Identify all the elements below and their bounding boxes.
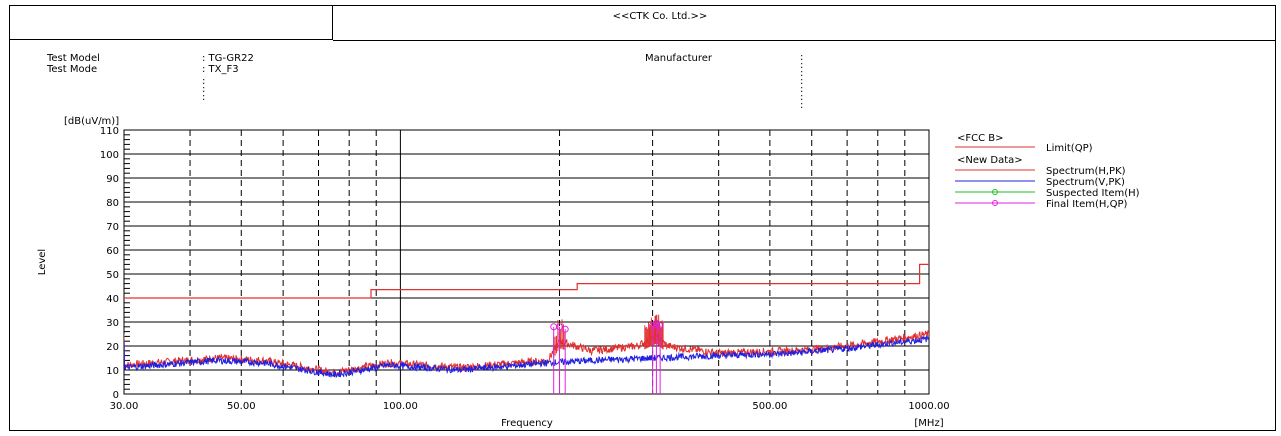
manufacturer-value: ::::::: bbox=[800, 52, 804, 111]
info-dots-left: ::: bbox=[202, 76, 206, 103]
legend-marker bbox=[992, 189, 998, 195]
y-tick-label: 90 bbox=[106, 174, 119, 185]
header-logo-box bbox=[9, 5, 333, 40]
header-divider bbox=[333, 40, 1276, 41]
x-tick-label: 100.00 bbox=[383, 401, 418, 412]
final-item-marker bbox=[649, 322, 657, 330]
y-tick-label: 30 bbox=[106, 318, 119, 329]
legend-group-fcc: <FCC B> bbox=[957, 133, 1004, 144]
legend-label: Final Item(H,QP) bbox=[1046, 199, 1127, 210]
x-unit: [MHz] bbox=[914, 418, 943, 429]
x-tick-label: 50.00 bbox=[227, 401, 256, 412]
legend-label: Spectrum(V,PK) bbox=[1046, 177, 1125, 188]
test-model-label: Test Model bbox=[47, 53, 100, 64]
final-item-marker bbox=[656, 322, 664, 330]
test-mode-label: Test Mode bbox=[47, 64, 98, 75]
y-tick-label: 100 bbox=[100, 150, 119, 161]
test-mode-value: : TX_F3 bbox=[202, 64, 239, 75]
plot-border bbox=[123, 129, 930, 395]
y-tick-label: 40 bbox=[106, 294, 119, 305]
legend-group-new-data: <New Data> bbox=[957, 155, 1023, 166]
legend-label: Limit(QP) bbox=[1046, 143, 1093, 154]
y-tick-label: 80 bbox=[106, 198, 119, 209]
legend-marker bbox=[992, 200, 998, 206]
y-tick-label: 60 bbox=[106, 246, 119, 257]
y-tick-label: 10 bbox=[106, 366, 119, 377]
manufacturer-label: Manufacturer bbox=[645, 53, 712, 64]
final-item-marker bbox=[561, 325, 569, 333]
x-axis-label: Frequency bbox=[501, 418, 553, 429]
legend-label: Spectrum(H,PK) bbox=[1046, 166, 1126, 177]
y-tick-label: 50 bbox=[106, 270, 119, 281]
y-unit: [dB(uV/m)] bbox=[64, 116, 119, 127]
x-tick-label: 500.00 bbox=[752, 401, 787, 412]
spectrum-v-pk-line bbox=[124, 334, 929, 379]
final-item-marker bbox=[556, 323, 564, 331]
y-tick-label: 0 bbox=[113, 390, 119, 401]
y-tick-label: 70 bbox=[106, 222, 119, 233]
y-tick-label: 20 bbox=[106, 342, 119, 353]
x-tick-label: 30.00 bbox=[110, 401, 139, 412]
y-tick-label: 110 bbox=[100, 126, 119, 137]
y-axis-label: Level bbox=[37, 249, 48, 275]
company-name: <<CTK Co. Ltd.>> bbox=[612, 11, 708, 22]
report-frame bbox=[9, 5, 1276, 431]
legend-label: Suspected Item(H) bbox=[1046, 188, 1140, 199]
final-item-marker bbox=[652, 319, 660, 327]
test-model-value: : TG-GR22 bbox=[202, 53, 254, 64]
limit-qp-line bbox=[124, 263, 929, 299]
x-tick-label: 1000.00 bbox=[908, 401, 949, 412]
